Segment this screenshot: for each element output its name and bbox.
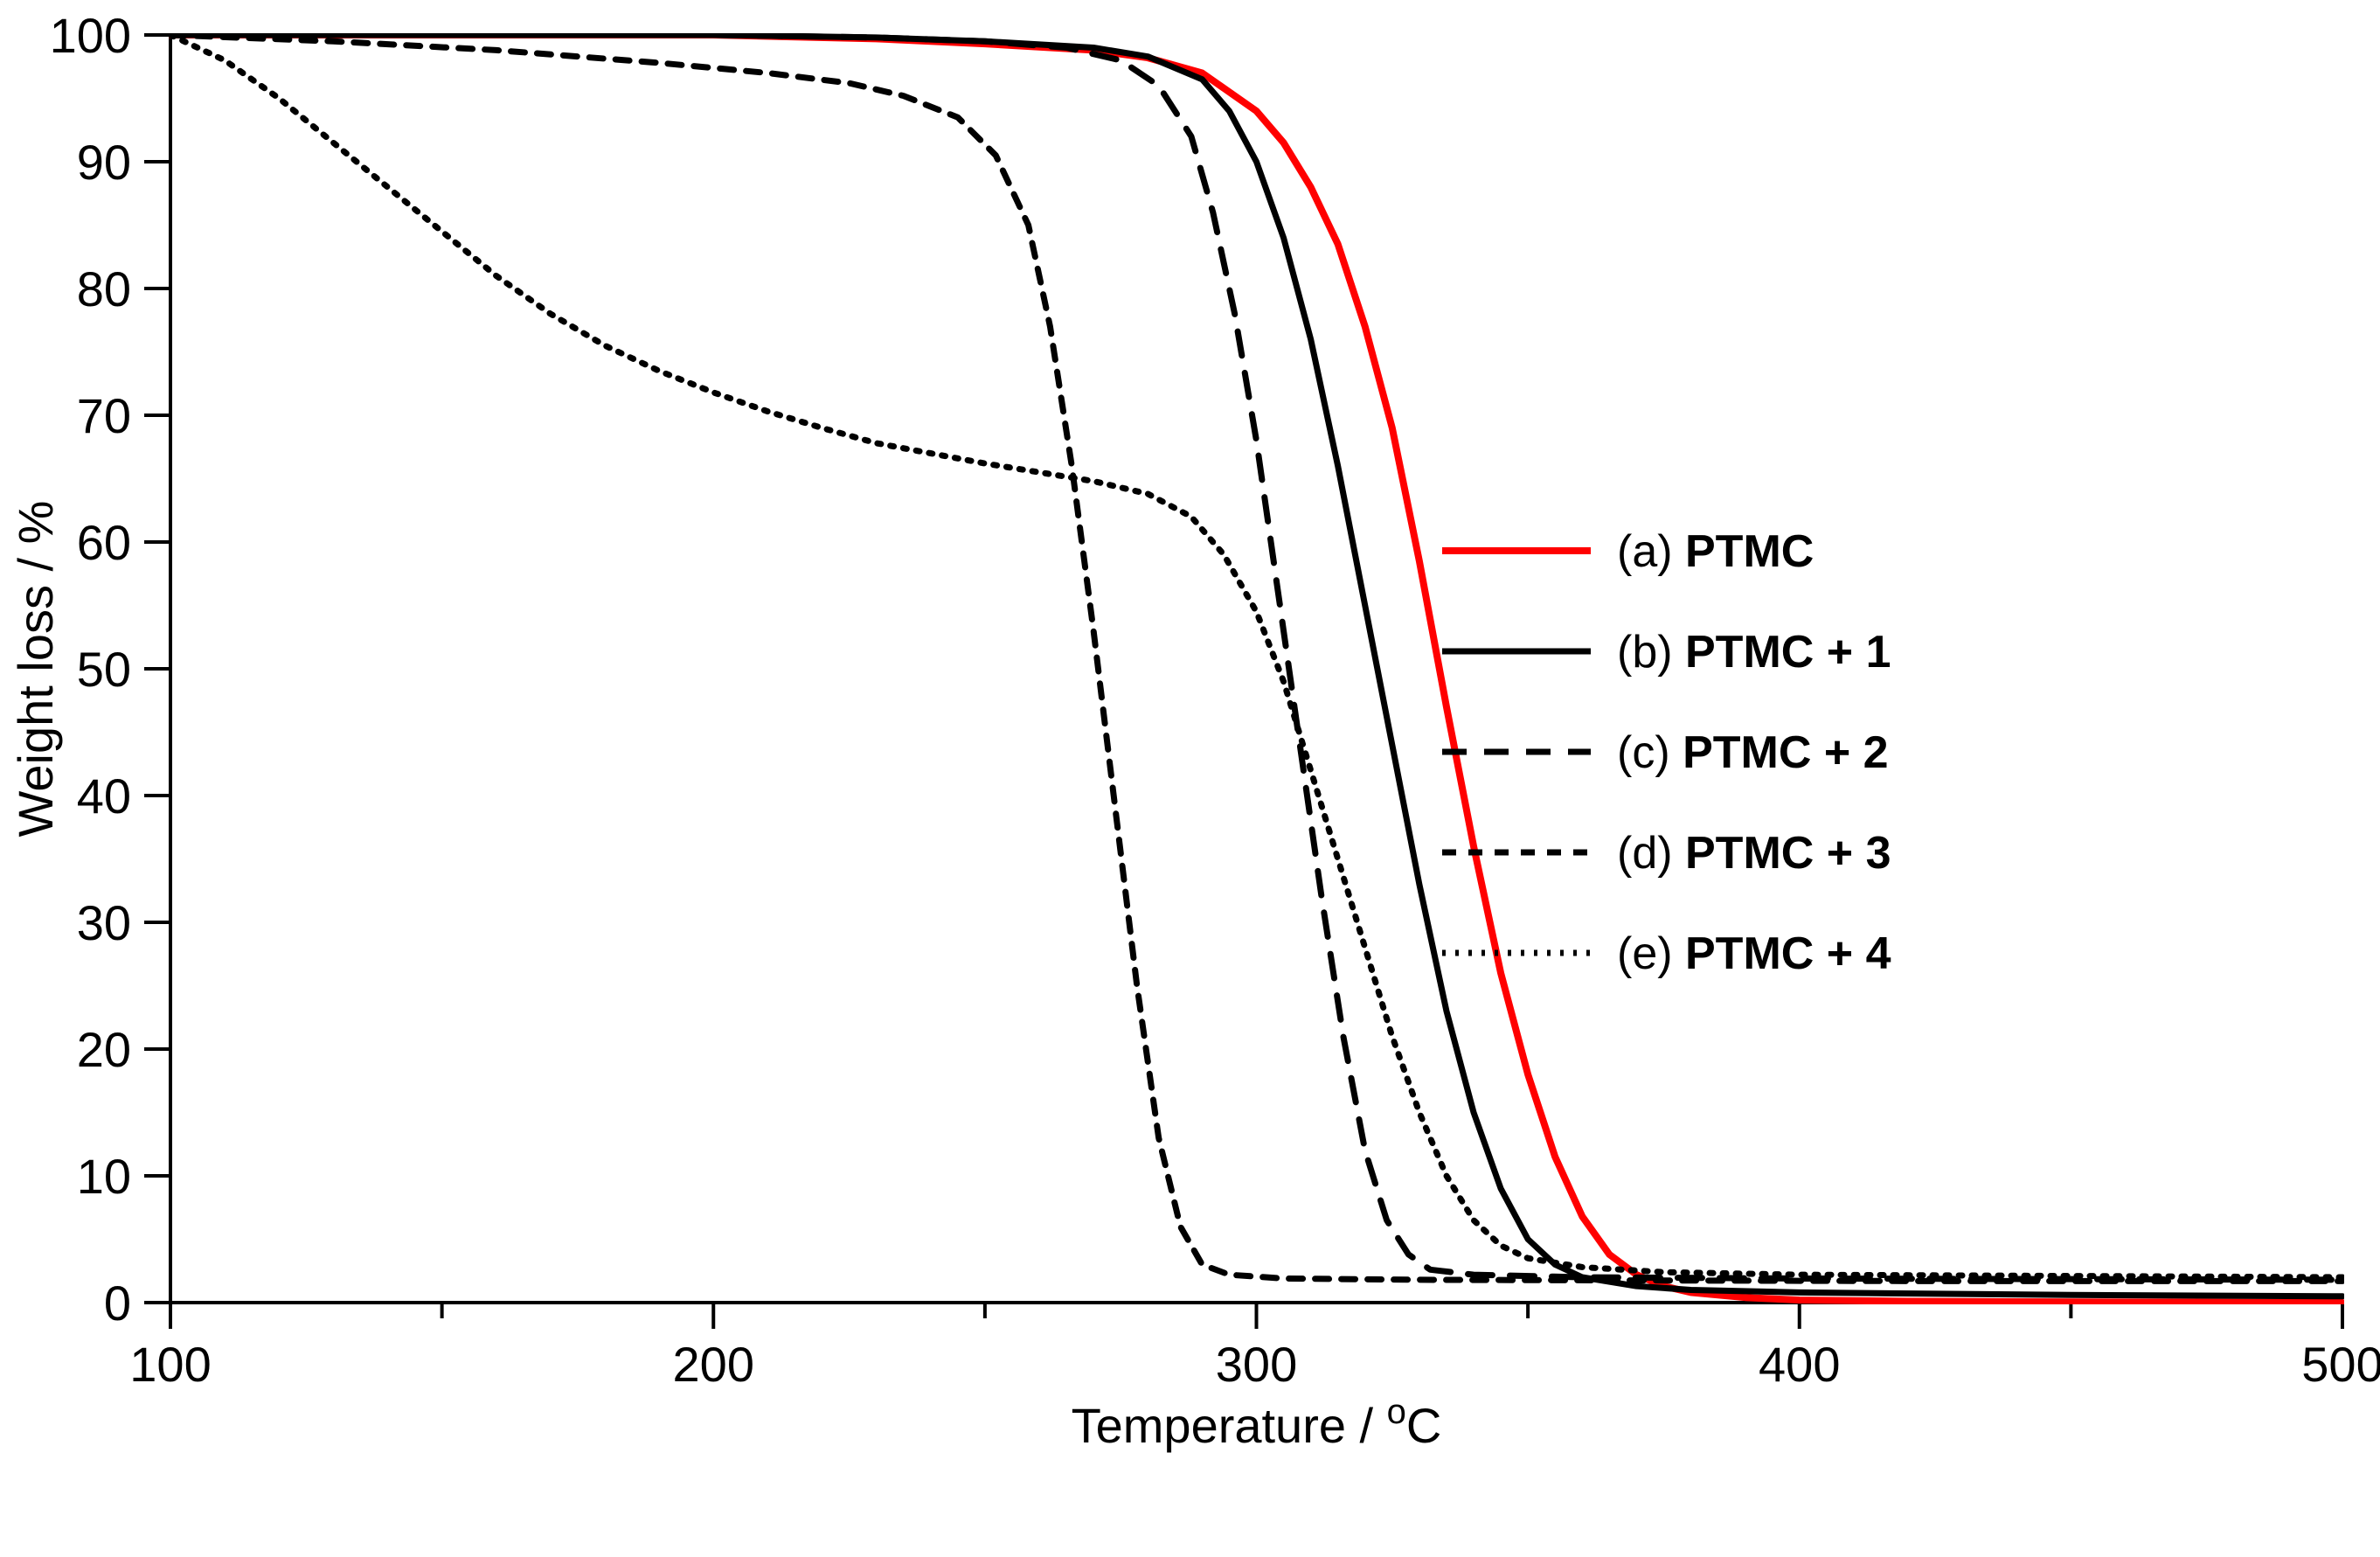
- y-tick-label: 40: [77, 768, 131, 824]
- x-tick-label: 400: [1759, 1337, 1840, 1392]
- x-tick-label: 100: [129, 1337, 211, 1392]
- y-tick-label: 60: [77, 515, 131, 570]
- y-tick-label: 0: [104, 1275, 131, 1331]
- x-tick-label: 200: [673, 1337, 754, 1392]
- y-tick-label: 50: [77, 642, 131, 697]
- chart-container: 100 200 300 400 500 0 10 20 30 40 50 60 70 80 90 100 Tem…: [0, 0, 2380, 1557]
- x-tick-label: 500: [2301, 1337, 2380, 1392]
- x-tick-label: 300: [1216, 1337, 1297, 1392]
- y-tick-label: 10: [77, 1149, 131, 1204]
- x-axis-label: Temperature / oC: [1072, 1393, 1442, 1453]
- y-tick-label: 80: [77, 261, 131, 316]
- tga-chart: 100 200 300 400 500 0 10 20 30 40 50 60 70 80 90 100 Tem…: [0, 0, 2380, 1557]
- legend-label: (b) PTMC + 1: [1617, 627, 1891, 678]
- legend-label: (c) PTMC + 2: [1617, 727, 1889, 778]
- legend-label: (e) PTMC + 4: [1617, 928, 1891, 979]
- y-tick-label: 90: [77, 135, 131, 190]
- legend-label: (d) PTMC + 3: [1617, 828, 1891, 879]
- y-tick-label: 70: [77, 388, 131, 443]
- chart-bg: [0, 0, 2380, 1557]
- y-tick-label: 100: [50, 8, 131, 63]
- y-tick-label: 30: [77, 895, 131, 950]
- y-axis-label: Weight loss / %: [8, 501, 63, 838]
- y-tick-label: 20: [77, 1022, 131, 1077]
- legend-label: (a) PTMC: [1617, 526, 1814, 577]
